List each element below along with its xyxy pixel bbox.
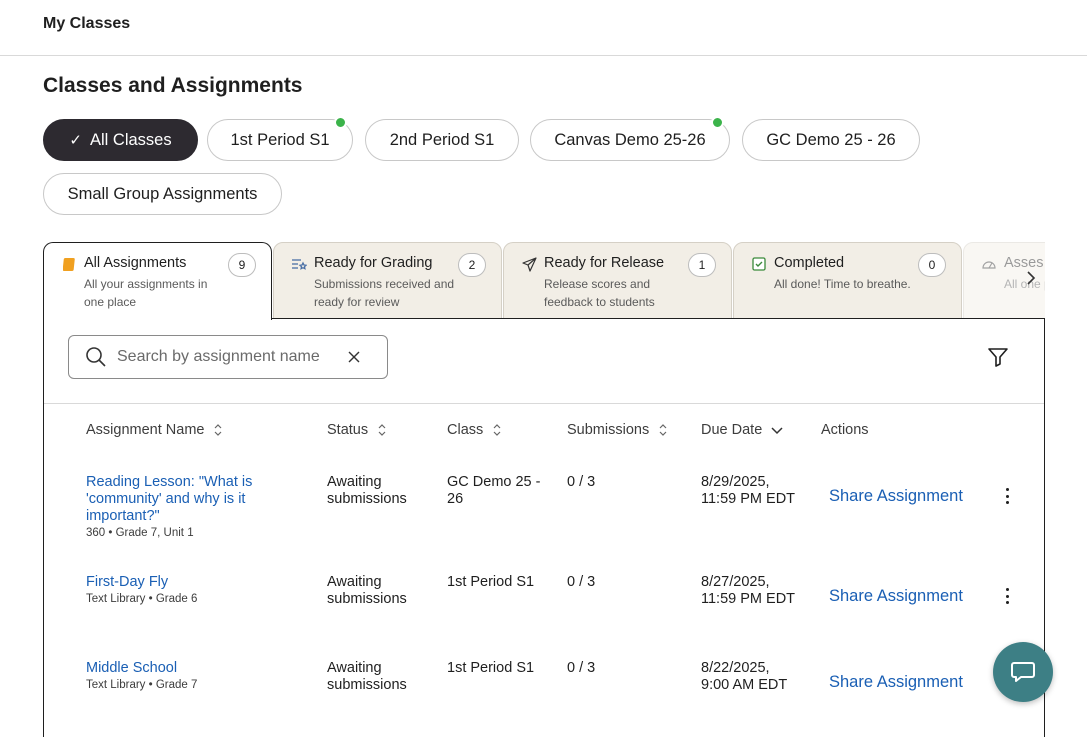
status-cell: Awaiting submissions bbox=[327, 474, 407, 507]
panel-top-border bbox=[272, 318, 1045, 319]
sort-icon bbox=[378, 424, 386, 436]
tab-count-badge: 2 bbox=[458, 253, 486, 277]
class-filter-1st-period-s1[interactable]: 1st Period S1 bbox=[207, 116, 353, 161]
assignment-book-icon bbox=[61, 256, 77, 272]
tab-description: All done! Time to breathe. bbox=[774, 277, 911, 291]
table-divider bbox=[44, 403, 1044, 404]
share-assignment-button[interactable]: Share Assignment bbox=[829, 673, 963, 691]
table-row-name-cell: First-Day Fly Text Library • Grade 6 bbox=[86, 574, 266, 607]
column-header-assignment-name[interactable]: Assignment Name bbox=[86, 422, 223, 438]
assignment-link[interactable]: First-Day Fly bbox=[86, 574, 169, 590]
header-label: Class bbox=[447, 422, 484, 438]
more-options-icon[interactable] bbox=[1002, 486, 1012, 506]
table-row-name-cell: Middle School Text Library • Grade 7 bbox=[86, 660, 266, 693]
tab-ready-for-release[interactable]: Ready for Release Release scores and fee… bbox=[503, 242, 732, 319]
tab-description: All one pl bbox=[1004, 277, 1045, 291]
due-date-cell: 8/27/2025, 11:59 PM EDT bbox=[701, 574, 796, 607]
assignment-tabs: All Assignments All your assignments in … bbox=[43, 242, 1045, 320]
chevron-down-icon bbox=[771, 427, 783, 435]
chip-label: All Classes bbox=[89, 130, 172, 149]
assignment-link[interactable]: Middle School bbox=[86, 660, 178, 676]
tab-description: Submissions received and ready for revie… bbox=[314, 277, 455, 309]
header-label: Assignment Name bbox=[86, 422, 205, 438]
column-header-class[interactable]: Class bbox=[447, 422, 502, 438]
chip-label: 1st Period S1 bbox=[230, 130, 330, 149]
tab-title: All Assignments bbox=[84, 255, 187, 271]
column-header-actions: Actions bbox=[821, 422, 869, 438]
checkmark-icon: ✓ bbox=[69, 132, 82, 149]
column-header-status[interactable]: Status bbox=[327, 422, 387, 438]
sort-icon bbox=[493, 424, 501, 436]
share-assignment-button[interactable]: Share Assignment bbox=[829, 487, 963, 505]
class-filter-gc-demo[interactable]: GC Demo 25 - 26 bbox=[742, 119, 920, 161]
panel-left-border bbox=[43, 319, 44, 737]
tab-ready-for-grading[interactable]: Ready for Grading Submissions received a… bbox=[273, 242, 502, 319]
tab-count-badge: 9 bbox=[228, 253, 256, 277]
header-label: Due Date bbox=[701, 422, 763, 438]
header-label: Status bbox=[327, 422, 369, 438]
status-cell: Awaiting submissions bbox=[327, 574, 407, 607]
tab-title: Ready for Release bbox=[544, 255, 665, 271]
tab-all-assignments[interactable]: All Assignments All your assignments in … bbox=[43, 242, 272, 320]
due-date-cell: 8/22/2025, 9:00 AM EDT bbox=[701, 660, 788, 693]
more-options-icon[interactable] bbox=[1002, 586, 1012, 606]
class-filter-canvas-demo[interactable]: Canvas Demo 25-26 bbox=[530, 116, 730, 161]
status-cell: Awaiting submissions bbox=[327, 660, 407, 693]
panel-right-border bbox=[1044, 319, 1045, 737]
chip-label: GC Demo 25 - 26 bbox=[766, 130, 896, 149]
tab-title: Completed bbox=[774, 255, 845, 271]
class-filter-2nd-period-s1[interactable]: 2nd Period S1 bbox=[365, 119, 519, 161]
assignment-meta: 360 • Grade 7, Unit 1 bbox=[86, 527, 194, 539]
tab-title: Asses bbox=[1004, 255, 1044, 271]
chevron-right-icon[interactable] bbox=[1020, 265, 1042, 291]
column-header-submissions[interactable]: Submissions bbox=[567, 422, 668, 438]
tab-description: All your assignments in one place bbox=[84, 277, 208, 309]
class-filter-small-group[interactable]: Small Group Assignments bbox=[43, 173, 282, 215]
submissions-cell: 0 / 3 bbox=[567, 660, 596, 676]
tab-count-badge: 1 bbox=[688, 253, 716, 277]
chip-label: Canvas Demo 25-26 bbox=[554, 130, 706, 149]
table-row-name-cell: Reading Lesson: "What is 'community' and… bbox=[86, 474, 266, 541]
page-title: My Classes bbox=[43, 15, 131, 32]
due-date-cell: 8/29/2025, 11:59 PM EDT bbox=[701, 474, 796, 507]
search-box bbox=[68, 335, 388, 379]
assignment-meta: Text Library • Grade 6 bbox=[86, 593, 198, 605]
class-cell: GC Demo 25 - 26 bbox=[447, 474, 541, 507]
column-header-due-date[interactable]: Due Date bbox=[701, 422, 783, 438]
filter-icon[interactable] bbox=[986, 345, 1010, 369]
checkbox-icon bbox=[751, 256, 767, 272]
close-icon[interactable] bbox=[347, 350, 361, 364]
gauge-icon bbox=[981, 256, 997, 272]
help-chat-button[interactable] bbox=[993, 642, 1053, 702]
new-activity-dot bbox=[711, 116, 724, 129]
header-label: Actions bbox=[821, 422, 869, 438]
tab-count-badge: 0 bbox=[918, 253, 946, 277]
share-assignment-button[interactable]: Share Assignment bbox=[829, 587, 963, 605]
assignment-meta: Text Library • Grade 7 bbox=[86, 679, 198, 691]
chip-label: Small Group Assignments bbox=[67, 184, 258, 203]
chip-label: 2nd Period S1 bbox=[389, 130, 495, 149]
sort-icon bbox=[215, 424, 222, 436]
header-label: Submissions bbox=[567, 422, 650, 438]
submissions-cell: 0 / 3 bbox=[567, 574, 596, 590]
send-icon bbox=[521, 256, 537, 272]
submissions-cell: 0 / 3 bbox=[567, 474, 596, 490]
chat-icon bbox=[1011, 662, 1035, 682]
search-input[interactable] bbox=[117, 348, 337, 366]
section-title: Classes and Assignments bbox=[43, 74, 303, 97]
tab-title: Ready for Grading bbox=[314, 255, 433, 271]
class-filter-all-classes[interactable]: ✓ All Classes bbox=[43, 119, 198, 161]
search-icon bbox=[86, 347, 106, 367]
tab-description: Release scores and feedback to students bbox=[544, 277, 655, 309]
assignment-link[interactable]: Reading Lesson: "What is 'community' and… bbox=[86, 474, 253, 524]
tab-completed[interactable]: Completed All done! Time to breathe. 0 bbox=[733, 242, 962, 319]
grading-list-icon bbox=[291, 256, 307, 272]
sort-icon bbox=[659, 424, 667, 436]
top-bar: My Classes bbox=[0, 0, 1087, 56]
class-cell: 1st Period S1 bbox=[447, 574, 535, 590]
new-activity-dot bbox=[334, 116, 347, 129]
class-cell: 1st Period S1 bbox=[447, 660, 535, 676]
